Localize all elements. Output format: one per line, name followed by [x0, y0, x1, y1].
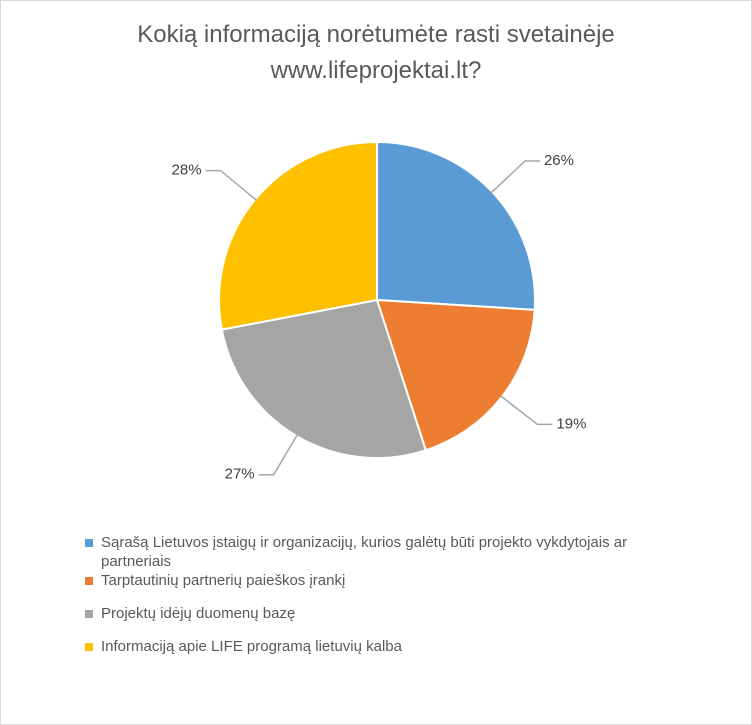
legend-label: Projektų idėjų duomenų bazę	[101, 605, 296, 622]
legend-label: Tarptautinių partnerių paieškos įrankį	[101, 572, 346, 589]
leader-line	[258, 433, 299, 476]
leader-line	[205, 169, 258, 202]
leader-line	[499, 395, 553, 426]
legend-swatch	[85, 577, 93, 585]
legend-item: Projektų idėjų duomenų bazę	[85, 604, 701, 623]
legend-item: Sąrašą Lietuvos įstaigų ir organizacijų,…	[85, 533, 701, 571]
legend-swatch	[85, 610, 93, 618]
leader-line	[490, 160, 540, 194]
legend: Sąrašą Lietuvos įstaigų ir organizacijų,…	[85, 533, 705, 656]
data-label: 19%	[556, 415, 586, 432]
legend-label: Sąrašą Lietuvos įstaigų ir organizacijų,…	[101, 534, 628, 570]
data-label: 27%	[225, 466, 255, 483]
data-label: 28%	[172, 162, 202, 179]
pie-slice	[376, 140, 536, 311]
legend-swatch	[85, 539, 93, 547]
legend-item: Informaciją apie LIFE programą lietuvių …	[85, 637, 701, 656]
chart-title: www.lifeprojektai.lt?	[270, 57, 482, 84]
legend-swatch	[85, 643, 93, 651]
legend-label: Informaciją apie LIFE programą lietuvių …	[101, 638, 402, 655]
legend-item: Tarptautinių partnerių paieškos įrankį	[85, 571, 701, 590]
data-label: 26%	[544, 152, 574, 169]
pie-slice	[218, 140, 378, 331]
chart-title: Kokią informaciją norėtumėte rasti sveta…	[137, 21, 615, 48]
